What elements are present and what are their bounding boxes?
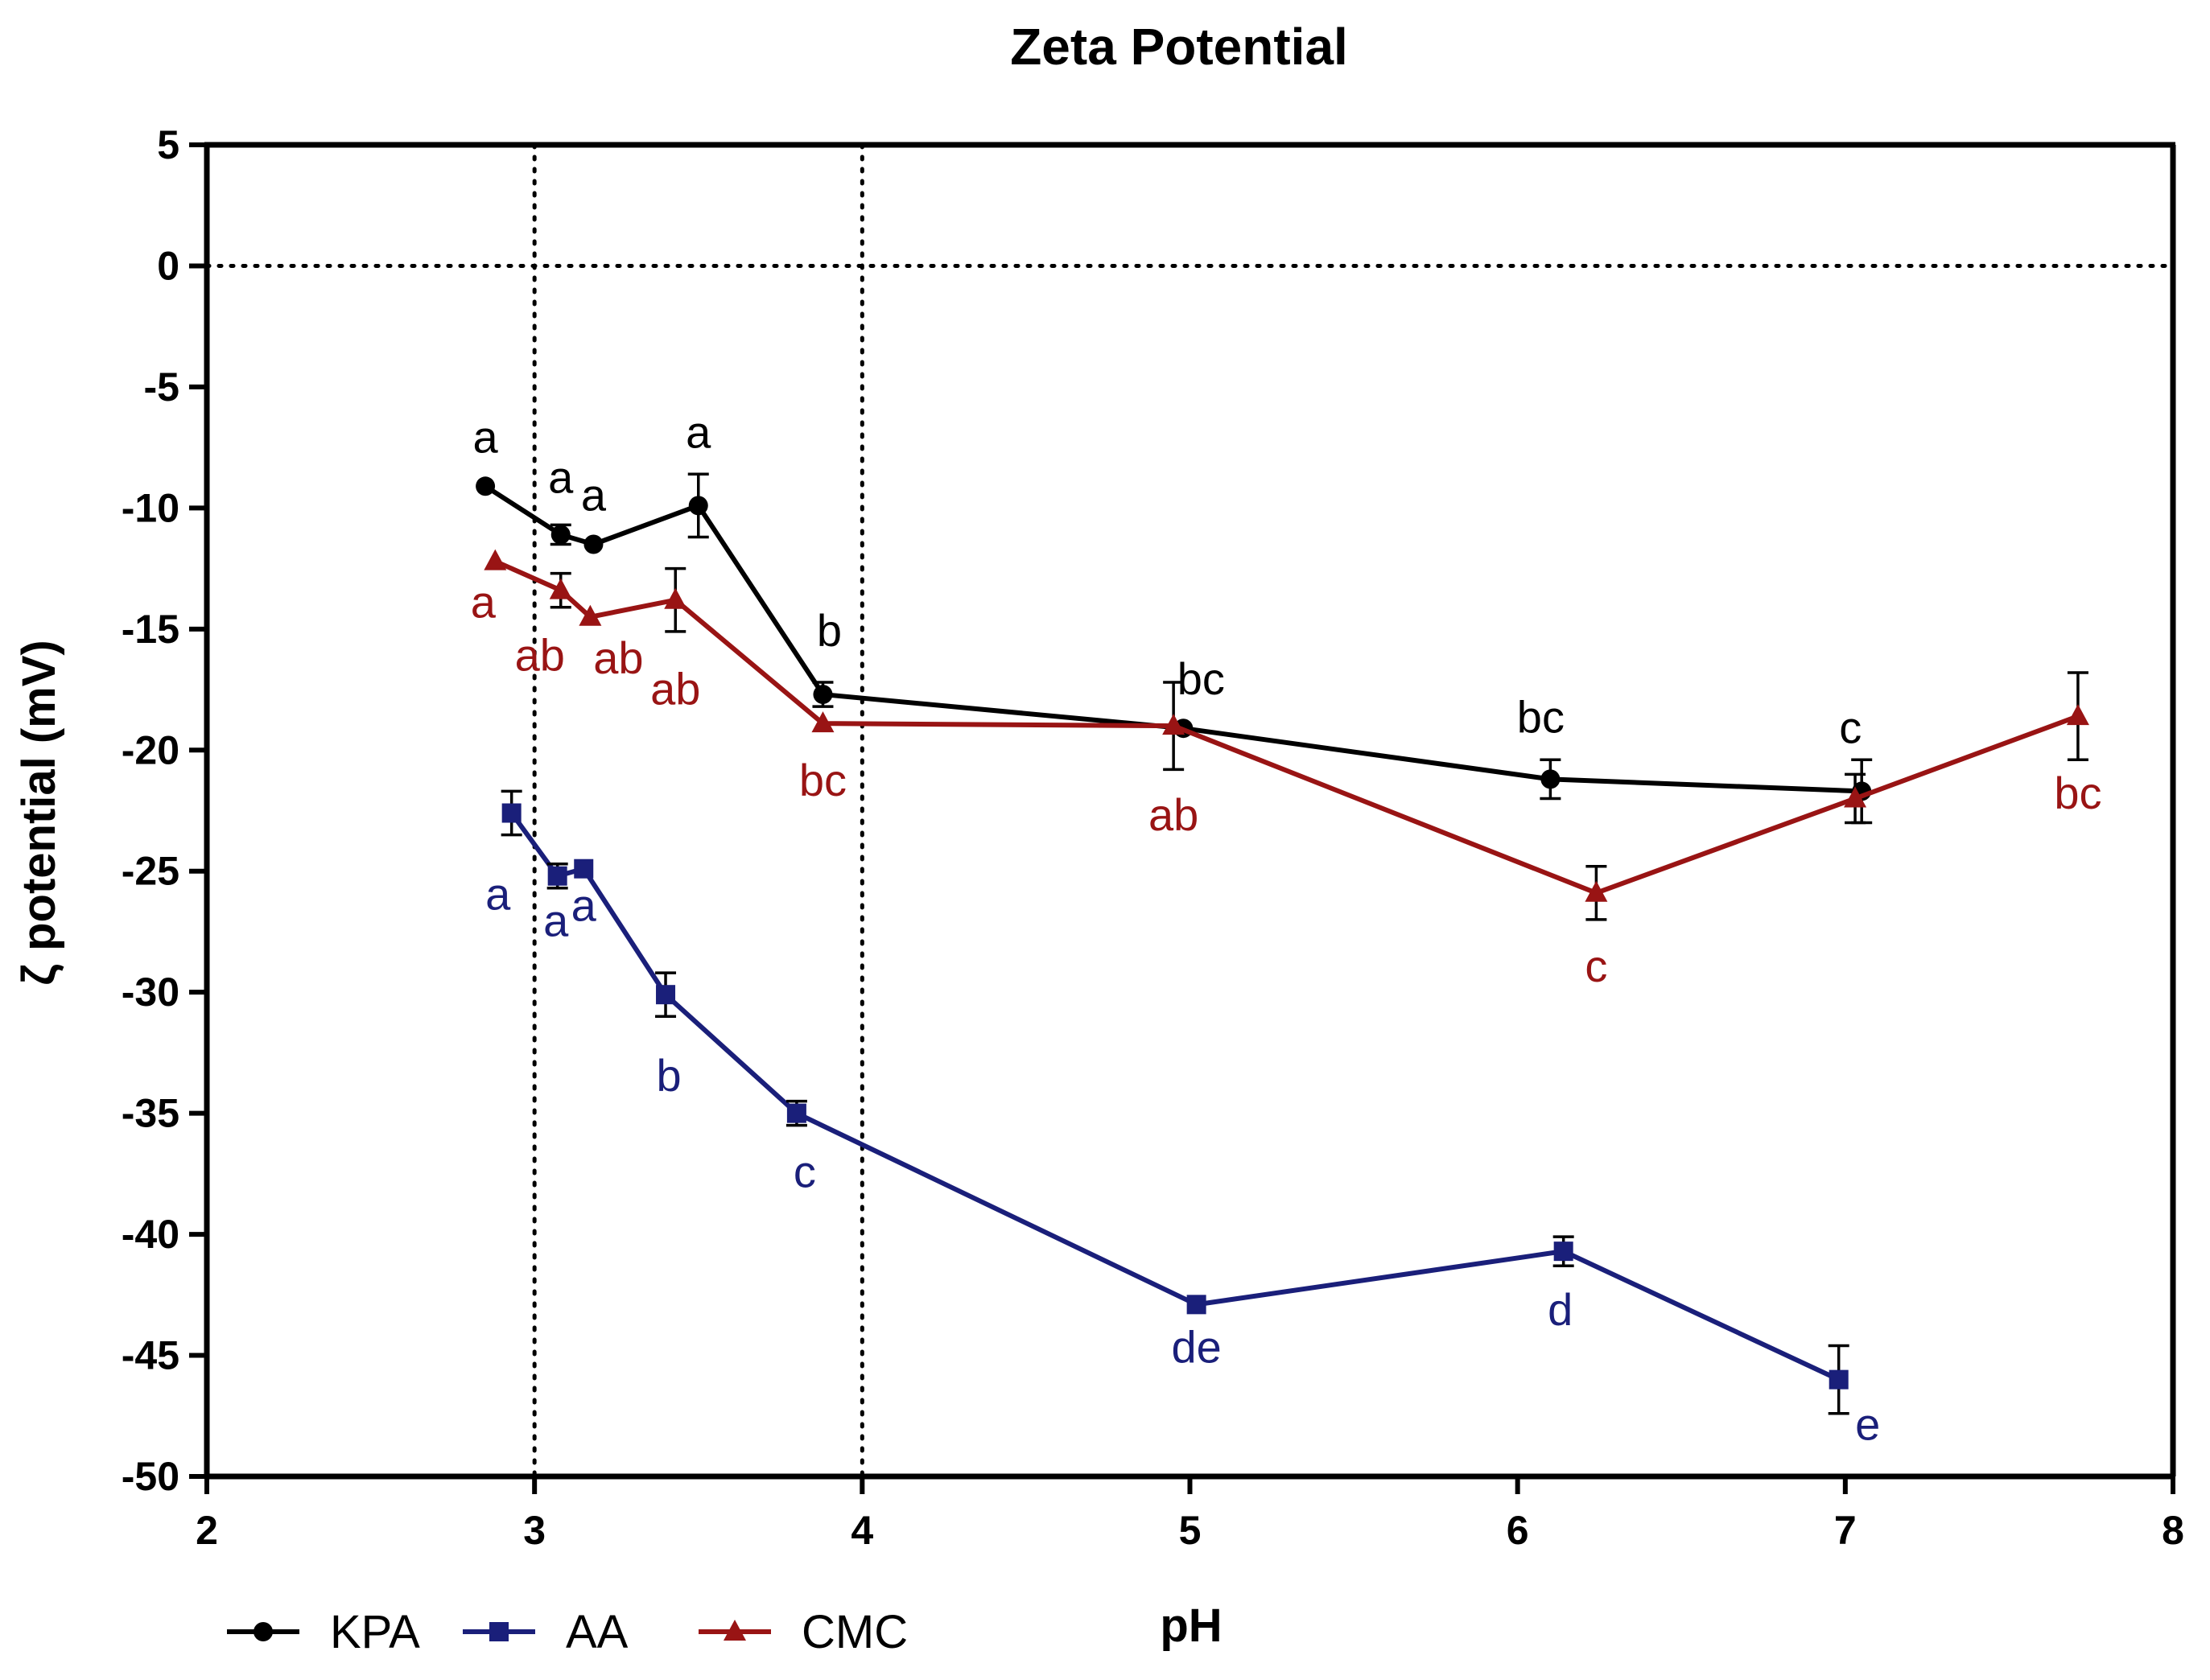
significance-label: a <box>581 470 607 521</box>
y-tick-label: 0 <box>157 243 179 288</box>
significance-label: bc <box>799 755 847 805</box>
y-tick-label: -50 <box>122 1454 179 1499</box>
axes: 5 0 -5 -10 -15 -20 -25 -30 -35 -40 -45 -50 2 3 4 5 6 7 8 <box>122 122 2184 1553</box>
data-point-kpa <box>583 534 604 554</box>
data-point-kpa <box>476 476 496 496</box>
significance-label: d <box>1548 1284 1573 1335</box>
significance-label: ab <box>593 632 643 683</box>
y-tick-label: -30 <box>122 970 179 1015</box>
x-axis-title: pH <box>1160 1600 1222 1652</box>
y-tick-label: 5 <box>157 122 179 167</box>
significance-label: b <box>656 1050 681 1101</box>
x-tick-label: 6 <box>1507 1508 1529 1553</box>
data-point-kpa <box>688 496 708 516</box>
data-point-cmc <box>2066 704 2089 726</box>
significance-label: c <box>1585 941 1607 991</box>
significance-label: a <box>543 896 569 946</box>
legend-label: AA <box>566 1606 629 1658</box>
data-point-cmc <box>1585 880 1608 902</box>
y-tick-label: -45 <box>122 1333 179 1378</box>
data-point-kpa <box>813 685 833 705</box>
legend: KPA AA CMC <box>227 1606 908 1658</box>
data-point-aa <box>574 859 594 879</box>
significance-label: c <box>794 1147 816 1197</box>
legend-item-cmc: CMC <box>699 1606 908 1658</box>
chart-title: Zeta Potential <box>1010 18 1348 76</box>
series-layer <box>476 472 2089 1415</box>
series-aa <box>501 789 1849 1415</box>
legend-swatch-marker <box>254 1622 273 1641</box>
legend-label: CMC <box>802 1606 908 1658</box>
y-tick-label: -15 <box>122 607 179 652</box>
y-tick-label: -25 <box>122 849 179 894</box>
x-tick-label: 5 <box>1179 1508 1202 1553</box>
x-tick-label: 2 <box>196 1508 218 1553</box>
data-point-aa <box>656 985 676 1005</box>
x-tick-label: 4 <box>851 1508 873 1553</box>
data-point-kpa <box>550 525 571 545</box>
data-point-cmc <box>1162 714 1185 735</box>
data-point-cmc <box>484 549 507 570</box>
data-point-cmc <box>811 711 835 733</box>
data-point-cmc <box>549 578 572 599</box>
legend-swatch-marker <box>489 1622 509 1641</box>
data-point-aa <box>786 1103 806 1123</box>
significance-label: ab <box>515 630 565 681</box>
significance-label: bc <box>2054 768 2101 818</box>
series-line-aa <box>509 811 1840 1382</box>
significance-label: a <box>686 406 711 457</box>
y-tick-label: -40 <box>122 1212 179 1257</box>
reference-lines <box>204 142 2175 1479</box>
data-point-aa <box>501 803 522 823</box>
data-point-cmc <box>664 587 687 609</box>
x-tick-label: 7 <box>1834 1508 1857 1553</box>
significance-label: e <box>1855 1399 1880 1450</box>
data-point-aa <box>1186 1295 1206 1315</box>
significance-label: ab <box>650 664 700 714</box>
y-tick-label: -35 <box>122 1091 179 1136</box>
legend-label: KPA <box>330 1606 420 1658</box>
y-axis-title: ζ potential (mV) <box>13 640 65 985</box>
data-point-cmc <box>579 604 602 626</box>
series-cmc <box>484 549 2089 921</box>
x-tick-label: 3 <box>523 1508 546 1553</box>
significance-label: ab <box>1148 789 1198 840</box>
y-tick-label: -5 <box>144 364 179 410</box>
x-tick-label: 8 <box>2162 1508 2184 1553</box>
data-point-aa <box>547 866 567 886</box>
data-point-kpa <box>1540 769 1561 789</box>
data-point-aa <box>1553 1241 1573 1262</box>
significance-label: a <box>473 411 499 462</box>
significance-label: b <box>817 605 842 656</box>
significance-label: a <box>471 577 497 628</box>
y-tick-label: -10 <box>122 485 179 530</box>
significance-label: a <box>485 869 511 920</box>
significance-label: a <box>548 451 574 502</box>
significance-label: bc <box>1177 653 1225 704</box>
significance-label: de <box>1171 1321 1221 1372</box>
data-point-cmc <box>1844 786 1867 808</box>
y-tick-label: -20 <box>122 727 179 772</box>
significance-label: c <box>1839 702 1862 752</box>
significance-label: bc <box>1517 691 1565 742</box>
legend-item-kpa: KPA <box>227 1606 420 1658</box>
data-point-aa <box>1829 1369 1849 1390</box>
legend-swatch-marker <box>724 1620 746 1641</box>
significance-label: a <box>571 880 597 931</box>
legend-item-aa: AA <box>463 1606 629 1658</box>
